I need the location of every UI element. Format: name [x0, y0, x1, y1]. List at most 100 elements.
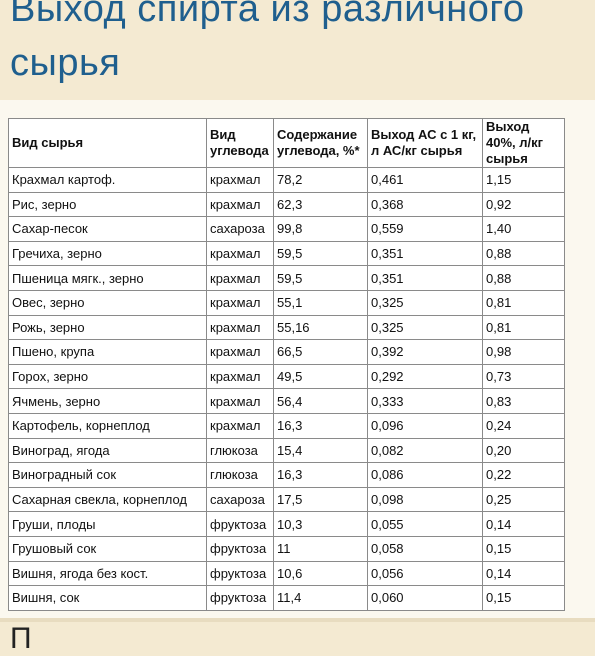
cell-carb-content: 55,16: [273, 314, 368, 341]
cell-carb-type: крахмал: [206, 167, 274, 193]
table-body: Крахмал картоф. крахмал 78,2 0,461 1,15 Рис, …: [8, 167, 565, 611]
header-carb-type-text: Вид углевода: [210, 127, 269, 158]
cell-yield-40: 0,22: [482, 462, 565, 488]
cell-raw-material: Грушовый сок: [8, 535, 207, 562]
cell-raw-material: Рис, зерно: [8, 191, 207, 218]
cell-yield-as: 0,392: [367, 339, 483, 365]
table-row: Вишня, ягода без кост. фруктоза 10,6 0,056 0…: [8, 560, 565, 587]
title-line-1: Выход спирта из различного: [10, 0, 525, 30]
cell-raw-material: Овес, зерно: [8, 289, 207, 316]
header-carb-content: Содержание углевода, %*: [273, 118, 368, 168]
cell-yield-as: 0,351: [367, 240, 483, 267]
cell-carb-content: 49,5: [273, 363, 368, 390]
cell-carb-content: 10,6: [273, 560, 368, 587]
cell-carb-type: крахмал: [206, 240, 274, 267]
cell-carb-type: глюкоза: [206, 462, 274, 488]
cell-raw-material: Вишня, сок: [8, 585, 207, 611]
table-row: Гречиха, зерно крахмал 59,5 0,351 0,88: [8, 240, 565, 267]
cell-carb-content: 11: [273, 535, 368, 562]
table-row: Сахарная свекла, корнеплод сахароза 17,5 0,…: [8, 486, 565, 513]
page-title: Выход спирта из различного сырья: [10, 0, 595, 90]
cell-carb-type: крахмал: [206, 265, 274, 291]
cell-yield-40: 0,98: [482, 339, 565, 365]
cell-raw-material: Крахмал картоф.: [8, 167, 207, 193]
cell-carb-type: крахмал: [206, 314, 274, 341]
cell-raw-material: Груши, плоды: [8, 511, 207, 537]
cell-yield-40: 0,92: [482, 191, 565, 218]
cell-carb-type: глюкоза: [206, 437, 274, 464]
header-yield-40: Выход 40%, л/кг сырья: [482, 118, 565, 168]
cell-carb-content: 11,4: [273, 585, 368, 611]
cell-raw-material: Картофель, корнеплод: [8, 412, 207, 439]
cell-raw-material: Пшеница мягк., зерно: [8, 265, 207, 291]
cell-yield-as: 0,351: [367, 265, 483, 291]
cell-yield-as: 0,325: [367, 314, 483, 341]
cell-yield-as: 0,060: [367, 585, 483, 611]
header-yield-as-text: Выход АС с 1 кг, л АС/кг сырья: [371, 127, 477, 158]
title-line-2: сырья: [10, 42, 121, 84]
cell-yield-40: 0,88: [482, 240, 565, 267]
cell-yield-40: 0,88: [482, 265, 565, 291]
cell-raw-material: Горох, зерно: [8, 363, 207, 390]
cell-raw-material: Пшено, крупа: [8, 339, 207, 365]
cell-carb-type: сахароза: [206, 486, 274, 513]
cell-carb-type: крахмал: [206, 388, 274, 414]
cell-carb-type: крахмал: [206, 412, 274, 439]
cell-carb-content: 16,3: [273, 462, 368, 488]
table-header-row: Вид сырья Вид углевода Содержание углево…: [8, 118, 565, 168]
cell-yield-as: 0,082: [367, 437, 483, 464]
alcohol-yield-table: Вид сырья Вид углевода Содержание углево…: [8, 118, 565, 611]
cell-yield-as: 0,056: [367, 560, 483, 587]
cell-yield-40: 0,14: [482, 511, 565, 537]
cell-yield-40: 0,20: [482, 437, 565, 464]
cell-yield-as: 0,058: [367, 535, 483, 562]
cell-yield-as: 0,333: [367, 388, 483, 414]
cell-yield-40: 1,15: [482, 167, 565, 193]
cell-carb-content: 78,2: [273, 167, 368, 193]
table-row: Рис, зерно крахмал 62,3 0,368 0,92: [8, 191, 565, 218]
cell-yield-40: 0,73: [482, 363, 565, 390]
cell-carb-type: фруктоза: [206, 560, 274, 587]
cell-carb-type: сахароза: [206, 216, 274, 242]
cell-yield-as: 0,098: [367, 486, 483, 513]
cell-carb-content: 56,4: [273, 388, 368, 414]
cell-yield-40: 0,14: [482, 560, 565, 587]
table-row: Крахмал картоф. крахмал 78,2 0,461 1,15: [8, 167, 565, 193]
cell-yield-as: 0,559: [367, 216, 483, 242]
table-row: Сахар-песок сахароза 99,8 0,559 1,40: [8, 216, 565, 242]
cell-carb-content: 99,8: [273, 216, 368, 242]
cell-carb-type: крахмал: [206, 339, 274, 365]
table-row: Вишня, сок фруктоза 11,4 0,060 0,15: [8, 585, 565, 611]
cell-carb-content: 17,5: [273, 486, 368, 513]
cell-carb-content: 62,3: [273, 191, 368, 218]
cell-yield-40: 0,81: [482, 289, 565, 316]
table-row: Виноградный сок глюкоза 16,3 0,086 0,22: [8, 462, 565, 488]
table-row: Грушовый сок фруктоза 11 0,058 0,15: [8, 535, 565, 562]
cell-yield-40: 0,15: [482, 535, 565, 562]
table-row: Овес, зерно крахмал 55,1 0,325 0,81: [8, 289, 565, 316]
cell-raw-material: Ячмень, зерно: [8, 388, 207, 414]
table-row: Груши, плоды фруктоза 10,3 0,055 0,14: [8, 511, 565, 537]
cell-raw-material: Вишня, ягода без кост.: [8, 560, 207, 587]
cell-yield-as: 0,292: [367, 363, 483, 390]
divider: [0, 618, 595, 622]
header-yield-as: Выход АС с 1 кг, л АС/кг сырья: [367, 118, 483, 168]
cell-carb-content: 59,5: [273, 265, 368, 291]
cell-yield-40: 0,24: [482, 412, 565, 439]
cell-carb-content: 10,3: [273, 511, 368, 537]
cell-yield-as: 0,368: [367, 191, 483, 218]
cell-carb-content: 15,4: [273, 437, 368, 464]
cell-yield-as: 0,086: [367, 462, 483, 488]
cell-yield-40: 0,83: [482, 388, 565, 414]
cell-yield-40: 0,81: [482, 314, 565, 341]
cell-raw-material: Виноград, ягода: [8, 437, 207, 464]
cell-yield-40: 1,40: [482, 216, 565, 242]
footer-text: П: [10, 622, 32, 655]
cell-carb-type: крахмал: [206, 191, 274, 218]
cell-carb-type: фруктоза: [206, 585, 274, 611]
table-row: Пшеница мягк., зерно крахмал 59,5 0,351 0,88: [8, 265, 565, 291]
table-row: Рожь, зерно крахмал 55,16 0,325 0,81: [8, 314, 565, 341]
cell-carb-type: фруктоза: [206, 511, 274, 537]
cell-raw-material: Сахарная свекла, корнеплод: [8, 486, 207, 513]
cell-carb-type: фруктоза: [206, 535, 274, 562]
